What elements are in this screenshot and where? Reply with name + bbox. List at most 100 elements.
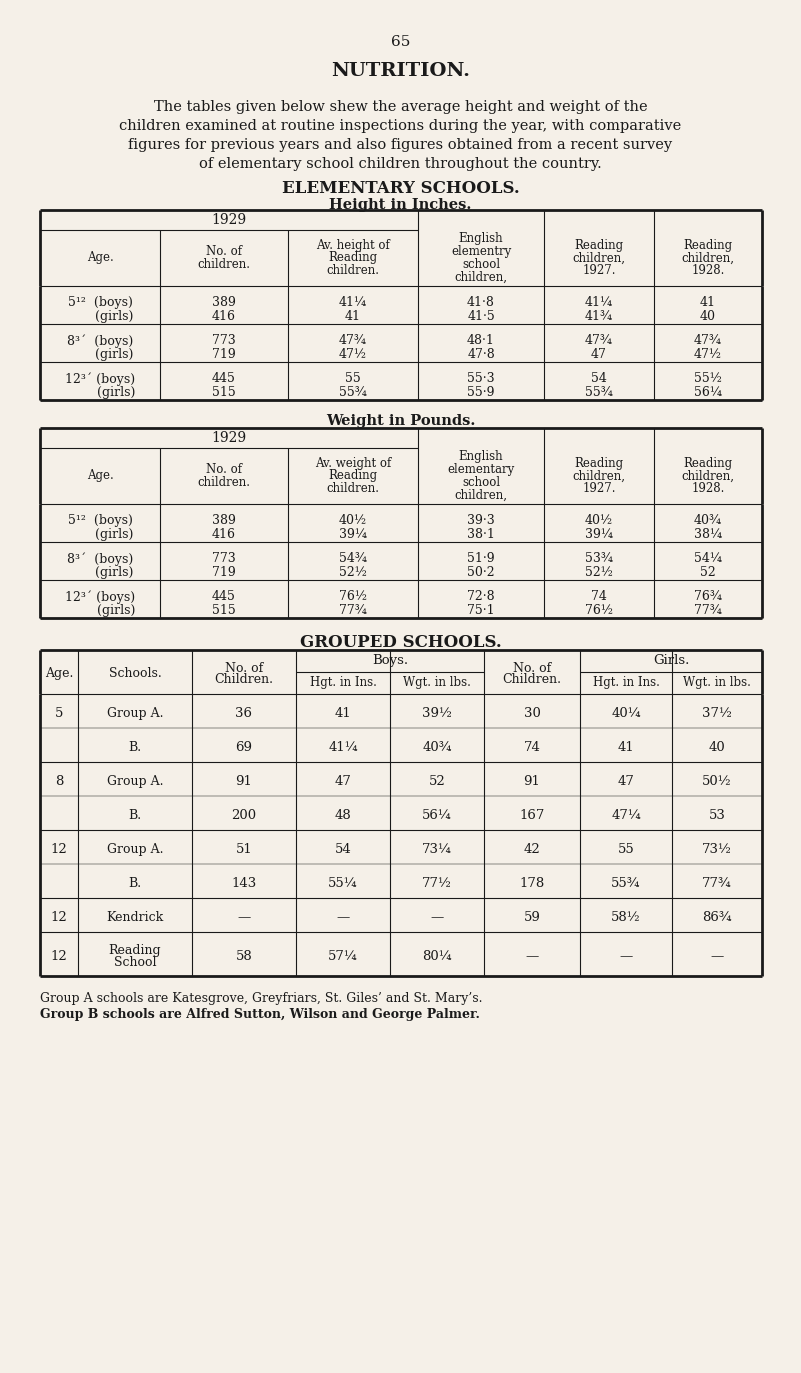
- Text: 12: 12: [50, 950, 67, 962]
- Text: 55: 55: [618, 843, 634, 855]
- Text: 445: 445: [212, 372, 236, 384]
- Text: 47¾: 47¾: [339, 334, 367, 347]
- Text: Group A.: Group A.: [107, 707, 163, 719]
- Text: Group A.: Group A.: [107, 774, 163, 788]
- Text: 41¼: 41¼: [328, 741, 358, 754]
- Text: 445: 445: [212, 590, 236, 603]
- Text: 54¼: 54¼: [694, 552, 722, 566]
- Text: 56¼: 56¼: [694, 386, 722, 400]
- Text: 39¼: 39¼: [585, 529, 613, 541]
- Text: Group A.: Group A.: [107, 843, 163, 855]
- Text: 55½: 55½: [694, 372, 722, 384]
- Text: 37½: 37½: [702, 707, 732, 719]
- Text: 39¼: 39¼: [339, 529, 367, 541]
- Text: 47: 47: [591, 347, 607, 361]
- Text: 47½: 47½: [339, 347, 367, 361]
- Text: 55¾: 55¾: [611, 877, 641, 890]
- Text: 72·8: 72·8: [467, 590, 495, 603]
- Text: 40: 40: [709, 741, 726, 754]
- Text: 75·1: 75·1: [467, 604, 495, 616]
- Text: (girls): (girls): [66, 529, 133, 541]
- Text: Wgt. in lbs.: Wgt. in lbs.: [683, 676, 751, 689]
- Text: Hgt. in Ins.: Hgt. in Ins.: [593, 676, 659, 689]
- Text: Reading: Reading: [683, 239, 733, 251]
- Text: 76½: 76½: [339, 590, 367, 603]
- Text: school: school: [462, 258, 500, 270]
- Text: 40½: 40½: [339, 514, 367, 527]
- Text: 74: 74: [524, 741, 541, 754]
- Text: 41·8: 41·8: [467, 297, 495, 309]
- Text: Reading: Reading: [109, 945, 161, 957]
- Text: 515: 515: [212, 386, 235, 400]
- Text: 41: 41: [700, 297, 716, 309]
- Text: 55·3: 55·3: [467, 372, 495, 384]
- Text: 1929: 1929: [211, 431, 247, 445]
- Text: —: —: [619, 950, 633, 962]
- Text: 51: 51: [235, 843, 252, 855]
- Text: children,: children,: [573, 251, 626, 265]
- Text: 73¼: 73¼: [422, 843, 452, 855]
- Text: 12: 12: [50, 843, 67, 855]
- Text: 41¼: 41¼: [339, 297, 367, 309]
- Text: elementary: elementary: [448, 463, 514, 476]
- Text: English: English: [459, 450, 503, 463]
- Text: 773: 773: [212, 334, 235, 347]
- Text: 719: 719: [212, 347, 235, 361]
- Text: Reading: Reading: [328, 470, 377, 482]
- Text: 74: 74: [591, 590, 607, 603]
- Text: 41: 41: [335, 707, 352, 719]
- Text: ELEMENTARY SCHOOLS.: ELEMENTARY SCHOOLS.: [282, 180, 519, 196]
- Text: 53¾: 53¾: [585, 552, 613, 566]
- Text: —: —: [710, 950, 723, 962]
- Text: 54: 54: [335, 843, 352, 855]
- Text: —: —: [525, 950, 538, 962]
- Text: 73½: 73½: [702, 843, 732, 855]
- Text: 39·3: 39·3: [467, 514, 495, 527]
- Text: 55¾: 55¾: [585, 386, 613, 400]
- Text: (girls): (girls): [66, 347, 133, 361]
- Text: 51·9: 51·9: [467, 552, 495, 566]
- Text: —: —: [336, 912, 349, 924]
- Text: 515: 515: [212, 604, 235, 616]
- Text: 50½: 50½: [702, 774, 732, 788]
- Text: Reading: Reading: [574, 239, 623, 251]
- Text: 47¾: 47¾: [585, 334, 613, 347]
- Text: children.: children.: [198, 476, 251, 489]
- Text: elementry: elementry: [451, 244, 511, 258]
- Text: 80¼: 80¼: [422, 950, 452, 962]
- Text: 47: 47: [335, 774, 352, 788]
- Text: Age.: Age.: [45, 667, 73, 680]
- Text: Schools.: Schools.: [109, 667, 161, 680]
- Text: 416: 416: [212, 529, 236, 541]
- Text: 39½: 39½: [422, 707, 452, 719]
- Text: 41·5: 41·5: [467, 310, 495, 323]
- Text: 76¾: 76¾: [694, 590, 722, 603]
- Text: Weight in Pounds.: Weight in Pounds.: [326, 415, 475, 428]
- Text: 36: 36: [235, 707, 252, 719]
- Text: 40: 40: [700, 310, 716, 323]
- Text: 76½: 76½: [585, 604, 613, 616]
- Text: 65: 65: [391, 34, 410, 49]
- Text: 55¾: 55¾: [339, 386, 367, 400]
- Text: 416: 416: [212, 310, 236, 323]
- Text: 54: 54: [591, 372, 607, 384]
- Text: 38·1: 38·1: [467, 529, 495, 541]
- Text: 8: 8: [54, 774, 63, 788]
- Text: 1927.: 1927.: [582, 482, 616, 496]
- Text: 1929: 1929: [211, 213, 247, 227]
- Text: 167: 167: [519, 809, 545, 822]
- Text: 5¹²  (boys): 5¹² (boys): [67, 514, 132, 527]
- Text: The tables given below shew the average height and weight of the: The tables given below shew the average …: [154, 100, 647, 114]
- Text: No. of: No. of: [225, 662, 263, 676]
- Text: No. of: No. of: [206, 244, 242, 258]
- Text: 47·8: 47·8: [467, 347, 495, 361]
- Text: 5¹²  (boys): 5¹² (boys): [67, 297, 132, 309]
- Text: 91: 91: [235, 774, 252, 788]
- Text: —: —: [237, 912, 251, 924]
- Text: 52: 52: [700, 566, 716, 579]
- Text: 47¾: 47¾: [694, 334, 722, 347]
- Text: 40¾: 40¾: [422, 741, 452, 754]
- Text: Kendrick: Kendrick: [107, 912, 163, 924]
- Text: 1928.: 1928.: [691, 482, 725, 496]
- Text: 77¾: 77¾: [339, 604, 367, 616]
